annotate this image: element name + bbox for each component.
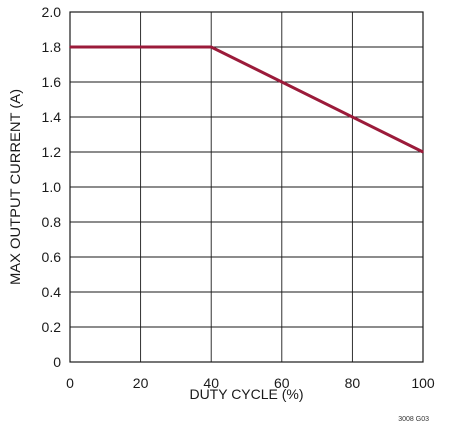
series-line (70, 45, 424, 154)
x-tick-label: 100 (411, 375, 435, 391)
plot-frame (69, 11, 424, 363)
data-point (422, 151, 424, 153)
y-tick-label: 0.4 (42, 284, 62, 300)
x-tick-label: 20 (133, 375, 149, 391)
y-axis-label: MAX OUTPUT CURRENT (A) (7, 89, 23, 285)
y-tick-label: 0 (53, 354, 61, 370)
x-tick-label: 0 (66, 375, 74, 391)
y-tick-label: 1.8 (42, 39, 62, 55)
y-tick-label: 2.0 (42, 4, 62, 20)
x-tick-label: 40 (203, 375, 219, 391)
y-tick-label: 1.6 (42, 74, 62, 90)
x-tick-label: 60 (274, 375, 290, 391)
tick-labels: 0 20 40 60 80 100 0 0.2 0.4 0.6 0.8 1.0 1.2 1.4 1.6 1.8… (42, 4, 435, 391)
x-tick-label: 80 (345, 375, 361, 391)
y-tick-label: 0.6 (42, 249, 62, 265)
y-tick-label: 1.0 (42, 179, 62, 195)
y-tick-label: 1.2 (42, 144, 62, 160)
data-point (210, 46, 212, 48)
figure-code: 3008 G03 (398, 416, 429, 423)
x-axis-label: DUTY CYCLE (%) (189, 386, 303, 402)
data-point (69, 46, 71, 48)
series-layer (69, 45, 424, 154)
y-tick-label: 0.8 (42, 214, 62, 230)
y-tick-label: 0.2 (42, 319, 62, 335)
grid-lines (70, 12, 423, 362)
y-tick-label: 1.4 (42, 109, 62, 125)
